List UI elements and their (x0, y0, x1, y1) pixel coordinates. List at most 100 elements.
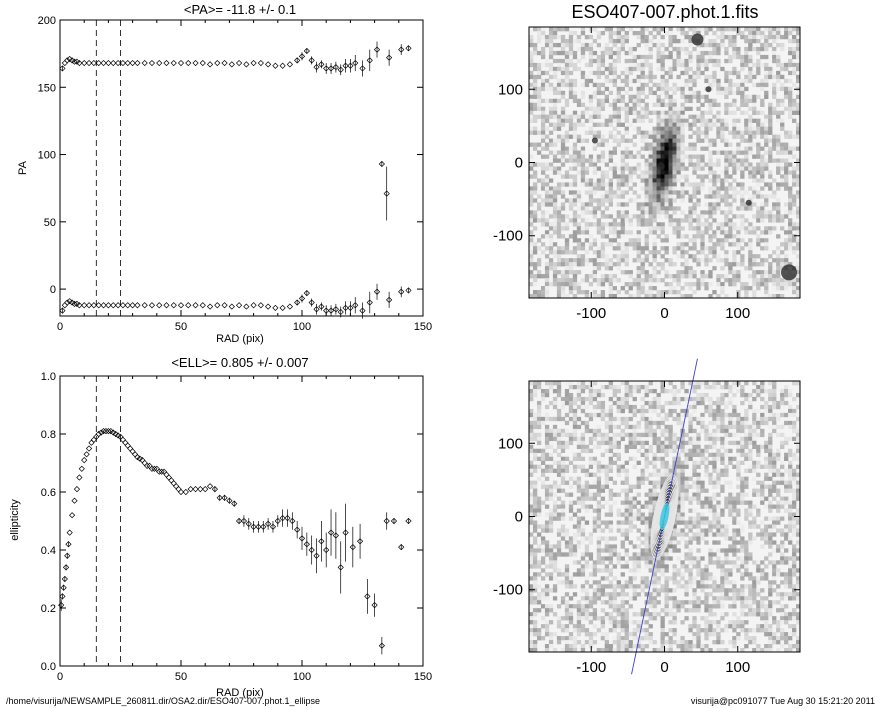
image-pixel (768, 194, 773, 199)
image-pixel (580, 440, 586, 446)
image-pixel (556, 270, 562, 275)
image-pixel (572, 202, 578, 207)
image-pixel (548, 492, 554, 497)
image-pixel (664, 234, 669, 239)
image-pixel (644, 114, 649, 119)
image-pixel (604, 484, 610, 489)
image-pixel (688, 122, 693, 127)
image-pixel (588, 50, 594, 56)
image-pixel (588, 282, 594, 287)
image-pixel (648, 198, 653, 203)
image-pixel (688, 520, 693, 525)
image-pixel (532, 488, 538, 493)
image-pixel (592, 508, 598, 513)
image-pixel (620, 532, 625, 537)
image-pixel (544, 194, 550, 199)
image-pixel (760, 146, 765, 151)
image-pixel (544, 234, 550, 239)
image-pixel (624, 130, 629, 135)
image-pixel (536, 436, 542, 442)
data-point (279, 304, 286, 312)
image-pixel (572, 400, 578, 406)
data-point (279, 515, 286, 522)
image-pixel (588, 492, 594, 497)
image-pixel (748, 162, 753, 167)
image-pixel (592, 592, 598, 597)
image-pixel (628, 282, 633, 287)
image-pixel (648, 190, 653, 195)
image-pixel (672, 246, 677, 251)
image-pixel (748, 138, 753, 143)
image-pixel (708, 54, 713, 60)
image-pixel (640, 170, 645, 175)
image-pixel (572, 476, 578, 481)
image-pixel (688, 218, 693, 223)
image-pixel (564, 468, 570, 473)
image-pixel (684, 552, 689, 557)
image-pixel (704, 162, 709, 167)
image-pixel (664, 102, 669, 108)
image-pixel (596, 82, 602, 88)
image-pixel (632, 388, 637, 394)
image-pixel (552, 74, 558, 80)
image-pixel (700, 154, 705, 159)
image-pixel (540, 118, 546, 123)
image-pixel (644, 456, 649, 462)
image-pixel (624, 74, 629, 80)
image-pixel (548, 428, 554, 434)
image-pixel (632, 78, 637, 84)
image-pixel (636, 30, 641, 36)
image-pixel (540, 182, 546, 187)
image-pixel (556, 114, 562, 119)
image-pixel (616, 210, 621, 215)
data-point (257, 59, 264, 67)
image-pixel (640, 412, 645, 418)
image-pixel (616, 230, 621, 235)
image-pixel (588, 118, 594, 123)
image-pixel (676, 520, 681, 525)
image-pixel (648, 596, 653, 601)
image-pixel (676, 508, 681, 513)
image-pixel (636, 278, 641, 283)
image-pixel (556, 540, 562, 545)
x-tick-label: 100 (293, 671, 311, 683)
image-pixel (656, 202, 661, 207)
image-pixel (708, 118, 713, 123)
image-pixel (652, 568, 657, 573)
image-pixel (680, 408, 685, 414)
image-pixel (636, 624, 641, 629)
image-pixel (568, 432, 574, 438)
image-pixel (632, 246, 637, 251)
image-pixel (752, 190, 757, 195)
image-pixel (744, 54, 749, 60)
image-pixel (624, 528, 629, 533)
image-pixel (648, 508, 653, 513)
image-pixel (556, 186, 562, 191)
image-pixel (728, 42, 733, 48)
image-pixel (612, 604, 617, 609)
image-pixel (716, 62, 721, 68)
image-pixel (636, 290, 641, 295)
image-pixel (616, 246, 621, 251)
image-pixel (676, 290, 681, 295)
image-pixel (668, 146, 673, 151)
image-pixel (620, 400, 625, 406)
image-pixel (616, 416, 621, 422)
image-pixel (652, 174, 657, 179)
image-pixel (664, 46, 669, 52)
image-pixel (564, 568, 570, 573)
image-pixel (784, 94, 789, 100)
image-pixel (624, 504, 629, 509)
ellipticity-profile-plot: <ELL>= 0.805 +/- 0.007 RAD (pix) ellipti… (9, 355, 432, 699)
image-pixel (584, 640, 590, 645)
image-pixel (628, 520, 633, 525)
image-pixel (688, 54, 693, 60)
image-pixel (600, 464, 606, 469)
image-pixel (540, 480, 546, 485)
image-pixel (676, 122, 681, 127)
image-pixel (560, 274, 566, 279)
image-pixel (572, 122, 578, 127)
image-pixel (632, 436, 637, 442)
image-pixel (608, 504, 613, 509)
image-pixel (588, 246, 594, 251)
